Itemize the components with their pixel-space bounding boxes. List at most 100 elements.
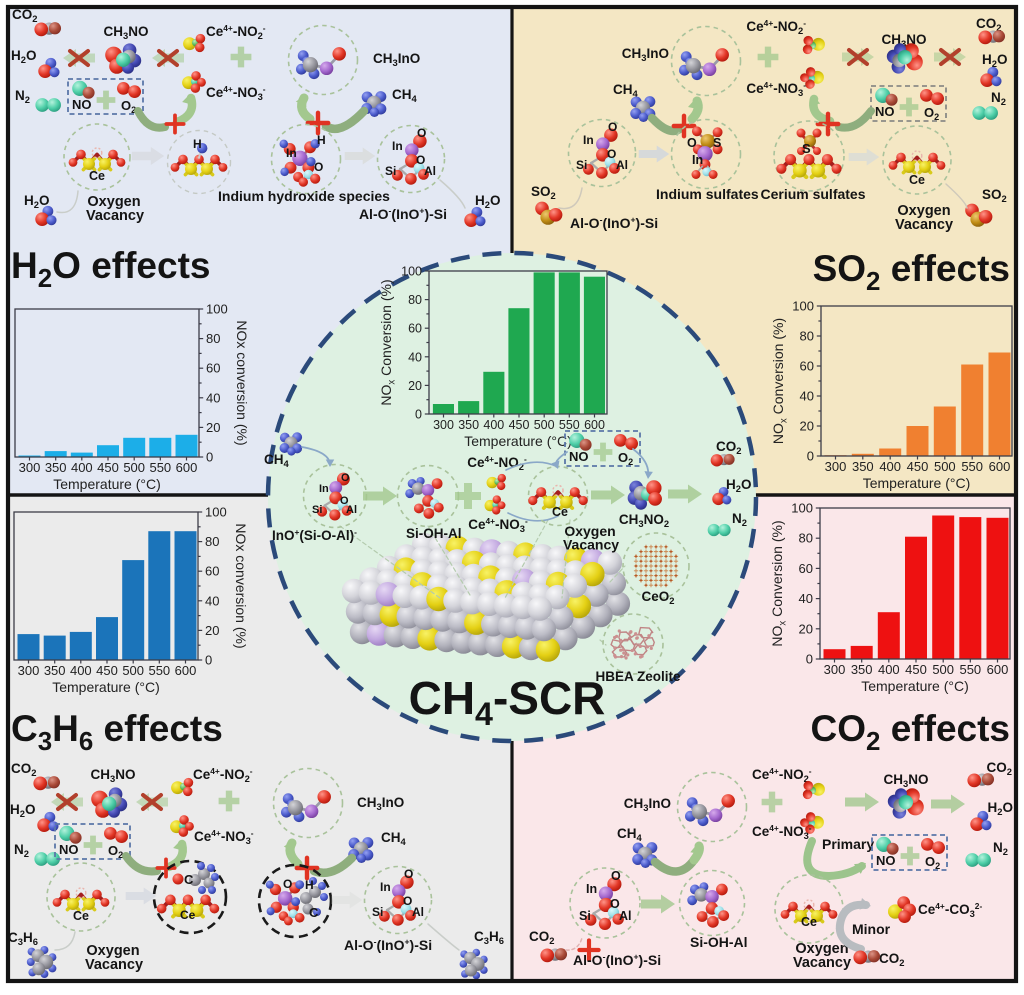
svg-text:O: O xyxy=(607,147,616,161)
svg-text:N2: N2 xyxy=(14,842,29,859)
svg-text:H2O: H2O xyxy=(11,48,36,65)
svg-text:O: O xyxy=(610,897,620,911)
svg-text:Si: Si xyxy=(372,905,383,919)
svg-text:H2O: H2O xyxy=(726,477,751,494)
svg-text:CH3NO: CH3NO xyxy=(104,24,149,41)
svg-text:Ce4+-NO2-: Ce4+-NO2- xyxy=(206,23,266,41)
svg-text:In: In xyxy=(583,133,594,147)
svg-text:Ce: Ce xyxy=(909,173,925,187)
svg-text:60: 60 xyxy=(800,359,814,374)
svg-text:In: In xyxy=(586,882,597,896)
svg-text:CO2: CO2 xyxy=(529,929,554,946)
svg-text:80: 80 xyxy=(206,331,220,346)
svg-text:Indium hydroxide species: Indium hydroxide species xyxy=(218,188,390,204)
svg-text:600: 600 xyxy=(175,663,197,678)
svg-text:In: In xyxy=(380,880,391,894)
svg-text:N2: N2 xyxy=(993,840,1008,857)
svg-text:400: 400 xyxy=(70,663,92,678)
svg-text:400: 400 xyxy=(483,418,504,432)
svg-text:0: 0 xyxy=(806,652,813,667)
svg-text:Vacancy: Vacancy xyxy=(895,217,953,233)
svg-text:100: 100 xyxy=(205,505,227,520)
svg-text:400: 400 xyxy=(878,662,900,677)
svg-text:300: 300 xyxy=(825,459,847,474)
svg-text:HBEA Zeolite: HBEA Zeolite xyxy=(595,669,680,684)
svg-text:NOx Conversion (%): NOx Conversion (%) xyxy=(769,520,788,646)
svg-text:CO2: CO2 xyxy=(716,439,741,456)
svg-text:NO: NO xyxy=(876,853,896,868)
svg-text:100: 100 xyxy=(401,265,422,279)
svg-text:450: 450 xyxy=(97,460,119,475)
svg-text:Si: Si xyxy=(312,504,322,516)
svg-text:40: 40 xyxy=(799,591,813,606)
svg-text:O: O xyxy=(314,160,323,174)
svg-text:60: 60 xyxy=(205,564,219,579)
svg-text:Vacancy: Vacancy xyxy=(793,955,851,971)
svg-text:20: 20 xyxy=(799,621,813,636)
svg-text:20: 20 xyxy=(206,420,220,435)
svg-text:Oxygen: Oxygen xyxy=(87,194,140,210)
svg-text:Si-OH-Al: Si-OH-Al xyxy=(690,934,748,950)
svg-text:H2O: H2O xyxy=(10,802,35,819)
svg-text:O: O xyxy=(404,867,413,881)
svg-text:300: 300 xyxy=(824,662,846,677)
svg-text:Ce: Ce xyxy=(73,909,89,923)
svg-text:S: S xyxy=(802,141,811,156)
svg-text:550: 550 xyxy=(959,662,981,677)
svg-text:0: 0 xyxy=(205,653,212,668)
svg-text:Oxygen: Oxygen xyxy=(86,943,139,959)
svg-text:Al: Al xyxy=(616,158,628,172)
svg-text:CH4: CH4 xyxy=(381,830,407,847)
svg-text:Minor: Minor xyxy=(852,921,891,937)
svg-text:0: 0 xyxy=(206,450,213,465)
svg-text:500: 500 xyxy=(123,460,145,475)
svg-text:60: 60 xyxy=(408,322,422,336)
svg-text:O: O xyxy=(416,153,425,167)
svg-text:C: C xyxy=(184,872,194,887)
svg-text:O2: O2 xyxy=(925,854,940,871)
svg-text:Al-O-(InO+)-Si: Al-O-(InO+)-Si xyxy=(573,952,661,968)
svg-text:In: In xyxy=(692,153,703,167)
svg-text:O2: O2 xyxy=(924,105,939,122)
svg-text:350: 350 xyxy=(458,418,479,432)
svg-text:40: 40 xyxy=(206,390,220,405)
svg-text:In: In xyxy=(319,483,329,495)
svg-text:Ce4+-NO2-: Ce4+-NO2- xyxy=(746,18,806,36)
svg-text:SO2 effects: SO2 effects xyxy=(813,248,1010,296)
svg-text:550: 550 xyxy=(149,460,171,475)
svg-text:Si: Si xyxy=(385,164,396,178)
svg-text:H: H xyxy=(193,137,202,151)
svg-text:NOx conversion (%): NOx conversion (%) xyxy=(233,523,249,648)
svg-text:Temperature (°C): Temperature (°C) xyxy=(861,678,969,694)
svg-text:CO2: CO2 xyxy=(987,760,1012,777)
svg-text:400: 400 xyxy=(71,460,93,475)
svg-text:CH3InO: CH3InO xyxy=(373,51,420,68)
svg-text:O: O xyxy=(687,136,697,150)
svg-text:300: 300 xyxy=(433,418,454,432)
svg-text:450: 450 xyxy=(907,459,929,474)
svg-text:Oxygen: Oxygen xyxy=(795,941,848,957)
svg-text:550: 550 xyxy=(559,418,580,432)
svg-text:Ce4+-CO32-: Ce4+-CO32- xyxy=(918,901,982,919)
svg-text:H: H xyxy=(317,133,326,147)
svg-text:NO: NO xyxy=(59,842,79,857)
svg-text:S: S xyxy=(713,136,721,150)
svg-text:20: 20 xyxy=(408,379,422,393)
svg-text:40: 40 xyxy=(205,593,219,608)
svg-text:C: C xyxy=(309,905,319,920)
svg-text:300: 300 xyxy=(18,663,40,678)
svg-text:Al-O-(InO+)-Si: Al-O-(InO+)-Si xyxy=(344,937,432,953)
svg-text:N2: N2 xyxy=(15,88,30,105)
svg-text:CH4: CH4 xyxy=(617,826,643,843)
svg-text:O2: O2 xyxy=(618,450,633,467)
svg-text:0: 0 xyxy=(807,449,814,464)
svg-text:In: In xyxy=(392,139,403,153)
svg-text:Al-O-(InO+)-Si: Al-O-(InO+)-Si xyxy=(359,206,447,222)
svg-text:Al: Al xyxy=(424,164,436,178)
svg-text:CH4: CH4 xyxy=(264,452,290,469)
svg-text:450: 450 xyxy=(509,418,530,432)
svg-text:40: 40 xyxy=(800,389,814,404)
svg-text:Temperature (°C): Temperature (°C) xyxy=(53,476,161,492)
svg-text:O: O xyxy=(608,120,617,134)
svg-text:Cerium sulfates: Cerium sulfates xyxy=(760,186,865,202)
